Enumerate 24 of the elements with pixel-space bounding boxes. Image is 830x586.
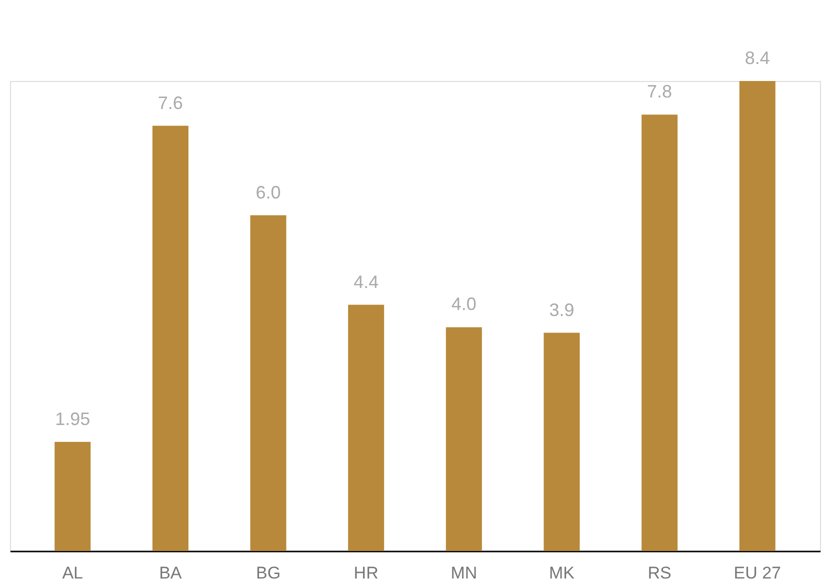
x-tick-label: MK — [548, 564, 576, 582]
x-tick-label: BG — [256, 564, 281, 582]
bar — [642, 114, 678, 551]
data-label: 4.4 — [354, 272, 379, 292]
data-label: 6.0 — [256, 182, 281, 202]
bar — [348, 304, 384, 551]
bar — [152, 126, 188, 551]
data-label: 7.6 — [158, 92, 183, 113]
bar — [446, 327, 482, 551]
bar — [250, 215, 286, 551]
data-label: 1.95 — [55, 408, 90, 429]
x-tick-label: MN — [450, 564, 478, 582]
data-label: 7.8 — [647, 82, 672, 102]
x-tick-label: BA — [159, 564, 182, 582]
x-tick-label: EU 27 — [734, 564, 782, 582]
bar — [544, 332, 580, 551]
x-tick-label: AL — [62, 564, 84, 582]
bar — [54, 442, 91, 551]
data-label: 4.0 — [451, 294, 476, 314]
x-tick-label: RS — [648, 564, 672, 582]
bar — [739, 81, 776, 551]
data-label: 3.9 — [549, 300, 574, 320]
x-tick-label: HR — [354, 564, 378, 582]
data-label: 8.4 — [744, 48, 770, 68]
